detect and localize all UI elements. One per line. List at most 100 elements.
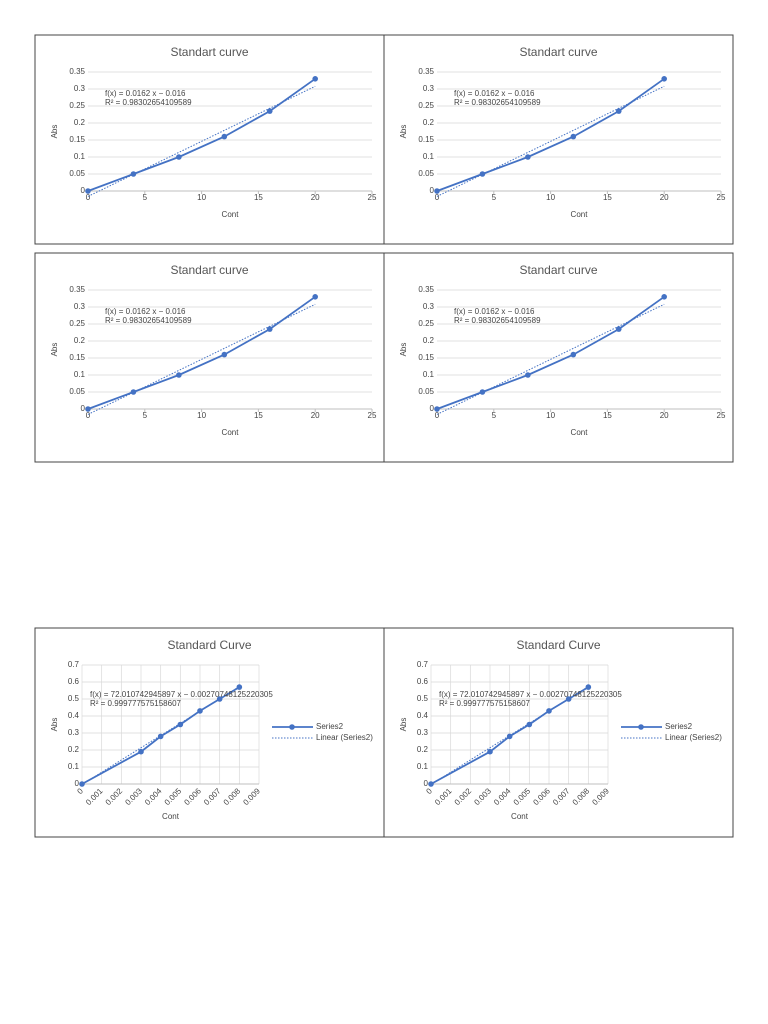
data-point	[506, 733, 513, 740]
data-point	[157, 733, 164, 740]
data-point	[266, 326, 273, 332]
legend-label: Series2	[665, 722, 693, 731]
y-tick-label: 0.3	[423, 84, 435, 93]
y-tick-label: 0	[81, 186, 86, 195]
x-tick-label: 0	[75, 786, 85, 796]
series-line	[436, 78, 665, 192]
x-tick-label: 25	[717, 411, 726, 420]
chart-frame	[34, 34, 385, 245]
x-tick-label: 25	[717, 193, 726, 202]
y-tick-label: 0.05	[418, 387, 434, 396]
x-tick-label: 5	[143, 193, 148, 202]
x-tick-label: 20	[660, 411, 669, 420]
data-point	[434, 406, 440, 412]
x-tick-label: 10	[546, 411, 555, 420]
series-line	[436, 296, 665, 410]
x-axis-label: Cont	[222, 210, 240, 219]
data-point	[177, 721, 184, 728]
data-point	[487, 748, 493, 755]
trendline-equation: R² = 0.98302654109589	[454, 98, 541, 107]
data-point	[525, 372, 531, 378]
series-line	[87, 296, 316, 410]
data-point	[312, 76, 319, 82]
x-tick-label: 20	[660, 193, 669, 202]
x-tick-label: 25	[368, 193, 377, 202]
y-tick-label: 0.3	[74, 84, 86, 93]
y-tick-label: 0.1	[423, 152, 435, 161]
y-tick-label: 0.2	[68, 745, 80, 754]
y-tick-label: 0.2	[74, 118, 86, 127]
y-axis-label: Abs	[399, 125, 408, 139]
y-tick-label: 0	[424, 779, 429, 788]
trendline-equation: f(x) = 0.0162 x − 0.016	[454, 89, 535, 98]
data-point	[661, 294, 667, 300]
y-tick-label: 0.7	[68, 660, 80, 669]
chart: Standart curve 0 0.05 0.1 0.15 0.2 0.25 0.3 0.35…	[383, 34, 734, 245]
data-point	[615, 108, 622, 114]
trendline-equation: R² = 0.999777575158607	[90, 699, 182, 708]
y-tick-label: 0.15	[69, 353, 85, 362]
chart: Standart curve 0 0.05 0.1 0.15 0.2 0.25 0.3 0.35…	[34, 34, 385, 245]
y-tick-label: 0.35	[418, 67, 434, 76]
x-axis-label: Cont	[571, 210, 589, 219]
x-tick-label: 0	[424, 786, 434, 796]
y-tick-label: 0.05	[69, 169, 85, 178]
y-tick-label: 0.3	[423, 302, 435, 311]
data-point	[79, 781, 85, 787]
chart-frame	[383, 627, 734, 838]
y-tick-label: 0.1	[74, 152, 86, 161]
data-point	[130, 389, 137, 395]
chart-frame	[34, 627, 385, 838]
x-tick-label: 5	[492, 411, 497, 420]
y-tick-label: 0.25	[69, 101, 85, 110]
y-tick-label: 0.15	[418, 353, 434, 362]
data-point	[546, 708, 552, 714]
trendline-equation: R² = 0.98302654109589	[105, 98, 192, 107]
y-tick-label: 0	[430, 186, 435, 195]
x-tick-label: 5	[492, 193, 497, 202]
legend-marker	[638, 724, 644, 730]
y-tick-label: 0.35	[69, 67, 85, 76]
legend-label: Series2	[316, 722, 344, 731]
data-point	[312, 294, 319, 300]
y-axis-label: Abs	[50, 718, 59, 732]
y-tick-label: 0.25	[418, 319, 434, 328]
x-tick-label: 0	[86, 411, 91, 420]
y-tick-label: 0.2	[417, 745, 429, 754]
x-axis-label: Cont	[511, 812, 529, 821]
chart-frame	[383, 252, 734, 463]
x-axis-label: Cont	[222, 428, 240, 437]
x-tick-label: 0	[86, 193, 91, 202]
x-tick-label: 10	[197, 411, 206, 420]
y-axis-label: Abs	[50, 125, 59, 139]
trendline-equation: R² = 0.98302654109589	[454, 316, 541, 325]
y-tick-label: 0.05	[69, 387, 85, 396]
x-tick-label: 15	[254, 193, 263, 202]
series-line	[87, 78, 316, 192]
x-tick-label: 10	[546, 193, 555, 202]
x-tick-label: 15	[603, 193, 612, 202]
y-tick-label: 0.15	[418, 135, 434, 144]
trendline-equation: R² = 0.98302654109589	[105, 316, 192, 325]
x-tick-label: 15	[254, 411, 263, 420]
y-tick-label: 0.15	[69, 135, 85, 144]
data-point	[661, 76, 667, 82]
y-tick-label: 0.35	[69, 285, 85, 294]
chart-title: Standart curve	[170, 263, 248, 277]
data-point	[221, 351, 228, 358]
trendline-equation: f(x) = 0.0162 x − 0.016	[105, 89, 186, 98]
data-point	[570, 351, 577, 358]
y-tick-label: 0.35	[418, 285, 434, 294]
y-tick-label: 0.2	[74, 336, 86, 345]
legend-marker	[289, 724, 295, 730]
y-axis-label: Abs	[50, 343, 59, 357]
chart-frame	[34, 252, 385, 463]
data-point	[525, 154, 531, 160]
y-tick-label: 0.6	[417, 677, 429, 686]
trendline-equation: f(x) = 72.010742945897 x − 0.00270748125…	[439, 690, 622, 699]
x-tick-label: 0	[435, 411, 440, 420]
y-tick-label: 0.2	[423, 336, 435, 345]
chart: Standart curve 0 0.05 0.1 0.15 0.2 0.25 0.3 0.35…	[383, 252, 734, 463]
trendline-equation: f(x) = 0.0162 x − 0.016	[454, 307, 535, 316]
